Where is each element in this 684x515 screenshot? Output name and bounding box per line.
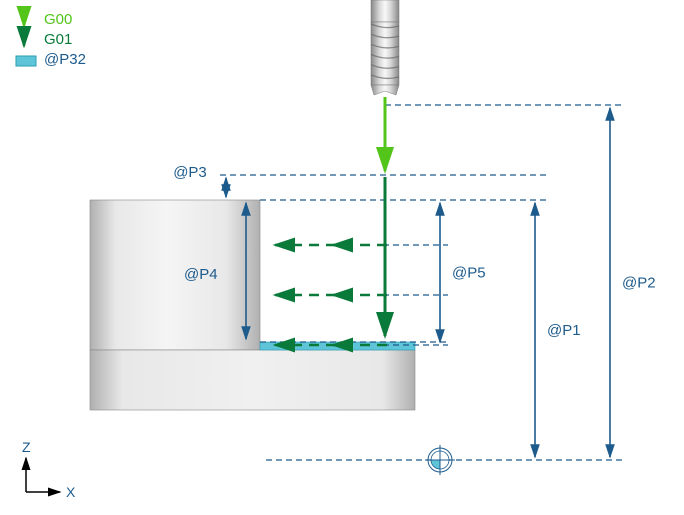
dim-label-p2: @P2 — [622, 275, 656, 292]
legend-label: G00 — [44, 11, 72, 28]
axis-x-label: X — [66, 484, 76, 500]
legend-label: G01 — [44, 31, 72, 48]
motion — [275, 97, 387, 345]
workpiece — [90, 200, 415, 410]
origin-symbol — [425, 445, 455, 475]
axes: ZX — [22, 439, 76, 500]
dim-label-p3: @P3 — [173, 164, 207, 181]
axis-z-label: Z — [22, 439, 31, 455]
dim-label-p4: @P4 — [184, 266, 218, 283]
tool — [371, 0, 399, 95]
legend-label: @P32 — [44, 51, 86, 68]
dim-label-p5: @P5 — [452, 265, 486, 282]
legend: G00 G01 @P32 — [16, 11, 86, 68]
dim-label-p1: @P1 — [547, 322, 581, 339]
